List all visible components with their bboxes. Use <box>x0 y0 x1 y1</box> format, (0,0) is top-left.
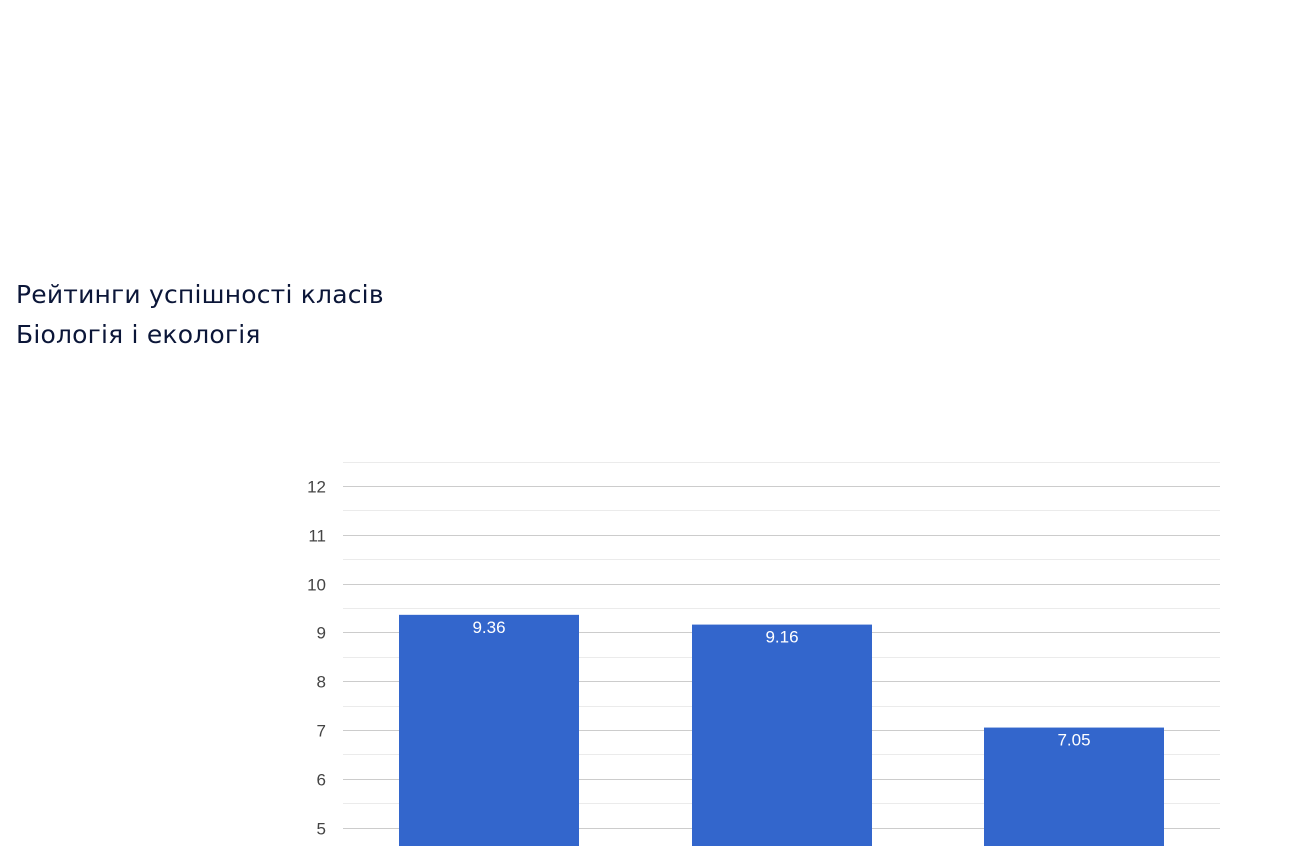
chart-heading: Рейтинги успішності класів Біологія і ек… <box>16 275 384 355</box>
page-title: Рейтинги успішності класів <box>16 280 384 309</box>
data-labels: 9.36 9.16 7.05 <box>472 618 1090 750</box>
page-subtitle: Біологія і екологія <box>16 320 261 349</box>
bar <box>399 614 579 846</box>
bar <box>692 624 872 846</box>
bars <box>399 614 1164 846</box>
bar-data-label: 9.16 <box>765 628 798 647</box>
y-tick-label: 11 <box>308 527 326 546</box>
bar-data-label: 9.36 <box>472 618 505 637</box>
bar-data-label: 7.05 <box>1057 731 1090 750</box>
y-tick-label: 5 <box>317 820 326 839</box>
y-tick-label: 10 <box>307 576 326 595</box>
y-tick-label: 9 <box>317 624 326 643</box>
y-tick-label: 8 <box>317 673 326 692</box>
y-tick-label: 6 <box>317 771 326 790</box>
y-tick-label: 12 <box>307 478 326 497</box>
bar <box>984 727 1164 846</box>
y-tick-label: 7 <box>317 722 326 741</box>
y-axis-ticks: 5 6 7 8 9 10 11 12 <box>307 478 326 839</box>
